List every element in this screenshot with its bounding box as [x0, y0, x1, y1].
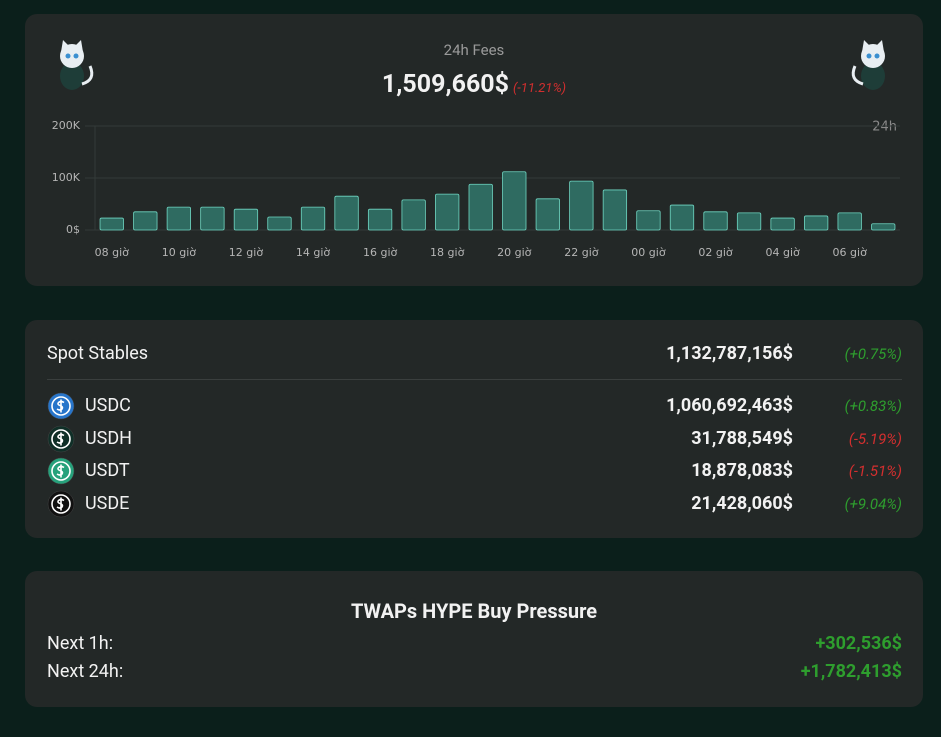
fees-card: 24h Fees 1,509,660$ (-11.21%)	[25, 14, 923, 286]
x-tick-label: 16 giờ	[363, 246, 398, 259]
mascot-right	[851, 40, 885, 90]
stables-label: Spot Stables	[47, 343, 149, 364]
bar	[770, 217, 795, 231]
fees-summary: 1,509,660$ (-11.21%)	[25, 70, 923, 99]
coin-icon	[47, 425, 75, 452]
x-tick-label: 10 giờ	[162, 246, 197, 259]
x-tick-label: 02 giờ	[698, 246, 733, 259]
bar	[569, 180, 594, 231]
coin-value: 31,788,549$	[691, 427, 793, 449]
fees-chart: 24h 0$ 100K 200K 08 giờ 10 giờ 12 giờ 14 giờ 16…	[52, 40, 900, 259]
coin-name: USDT	[85, 460, 130, 481]
coin-change: (+9.04%)	[844, 494, 902, 513]
twap-label: Next 24h:	[47, 661, 124, 682]
x-tick-label: 20 giờ	[497, 246, 532, 259]
x-tick-label: 12 giờ	[229, 246, 264, 259]
coin-value: 18,878,083$	[691, 460, 793, 481]
coin-icon	[47, 392, 75, 420]
bar	[300, 206, 326, 231]
x-tick-label: 00 giờ	[631, 246, 666, 259]
bar	[502, 171, 527, 231]
x-tick-label: 08 giờ	[95, 246, 130, 259]
x-tick-label: 04 giờ	[765, 246, 800, 259]
bar	[233, 208, 259, 231]
bar	[871, 223, 896, 231]
coin-name: USDC	[85, 395, 131, 416]
bar	[837, 212, 862, 231]
bar	[435, 193, 460, 231]
coin-change: (-5.19%)	[848, 429, 902, 448]
bar	[736, 212, 762, 231]
bar	[166, 206, 191, 231]
twap-label: Next 1h:	[47, 633, 114, 654]
twap-value: +302,536$	[815, 633, 902, 654]
range-label: 24h	[872, 120, 897, 135]
coin-value: 1,060,692,463$	[666, 395, 793, 416]
bar	[636, 210, 661, 231]
stables-change: (+0.75%)	[844, 345, 902, 363]
stables-value: 1,132,787,156$	[666, 343, 793, 364]
x-tick-label: 14 giờ	[296, 246, 331, 259]
fees-value: 1,509,660$	[381, 70, 509, 99]
coin-change: (-1.51%)	[848, 462, 902, 480]
bar	[535, 198, 560, 231]
y-tick-label: 0$	[66, 223, 80, 236]
bar	[99, 217, 124, 231]
bar	[804, 215, 829, 231]
bar	[367, 208, 393, 231]
x-tick-label: 06 giờ	[833, 246, 868, 259]
coin-icon	[47, 457, 75, 485]
bar	[133, 211, 158, 231]
bar	[669, 204, 695, 231]
bar	[602, 189, 628, 231]
y-tick-label: 200K	[52, 119, 81, 132]
fees-title: 24h Fees	[443, 41, 505, 59]
twap-card: TWAPs HYPE Buy Pressure Next 1h: +302,536…	[25, 571, 923, 707]
coin-icon	[47, 490, 75, 517]
y-tick-label: 100K	[52, 171, 81, 184]
stables-card: Spot Stables 1,132,787,156$ (+0.75%) USD…	[25, 320, 923, 538]
twap-value: +1,782,413$	[800, 661, 902, 682]
twap-title: TWAPs HYPE Buy Pressure	[350, 599, 598, 623]
bar	[267, 216, 292, 231]
bar	[334, 195, 359, 231]
fees-change: (-11.21%)	[512, 81, 567, 96]
x-tick-label: 22 giờ	[564, 246, 599, 259]
coin-value: 21,428,060$	[691, 492, 793, 514]
divider	[47, 379, 902, 380]
x-tick-label: 18 giờ	[430, 246, 465, 259]
coin-name: USDH	[85, 427, 133, 449]
coin-change: (+0.83%)	[844, 397, 902, 415]
bar	[468, 183, 493, 231]
bar	[401, 199, 426, 231]
mascot-left	[60, 40, 94, 90]
coin-name: USDE	[85, 492, 130, 514]
bar	[703, 211, 728, 231]
bar	[200, 206, 225, 231]
